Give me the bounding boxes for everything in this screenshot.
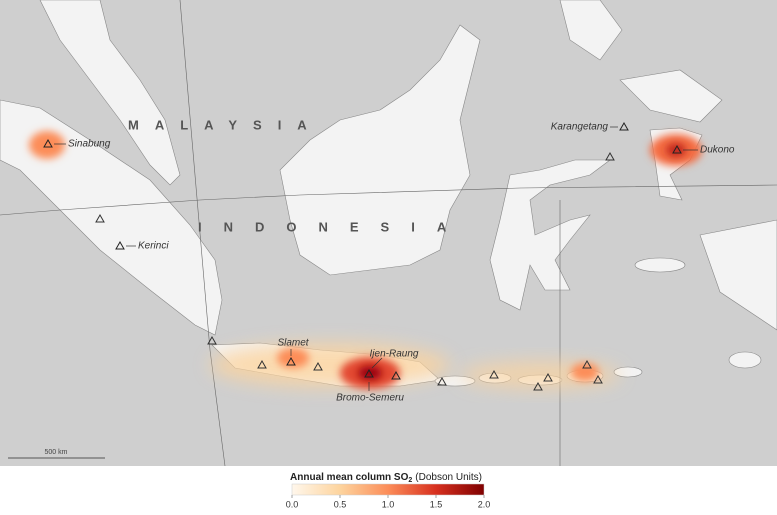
volcano-marker — [489, 369, 499, 379]
volcano-marker — [605, 151, 615, 161]
volcano-label: Karangetang — [551, 122, 609, 133]
island — [728, 351, 762, 369]
colorbar-tick-label: 2.0 — [478, 499, 491, 509]
leader-line — [371, 357, 383, 369]
so2-plumes — [29, 131, 702, 389]
volcano-marker — [533, 381, 543, 391]
volcano-marker — [391, 370, 401, 380]
volcano-marker — [95, 213, 105, 223]
colorbar — [291, 483, 485, 496]
legend-subscript: 2 — [408, 477, 412, 484]
philippines — [559, 0, 623, 61]
borders — [0, 0, 777, 467]
volcano-marker — [437, 376, 447, 386]
country-label: MALAYSIA — [128, 117, 323, 132]
legend-title: Annual mean column SO2 (Dobson Units) — [290, 472, 482, 484]
mindanao — [619, 69, 723, 123]
volcano-marker — [115, 240, 125, 250]
malay-peninsula — [39, 0, 181, 186]
colorbar-tick-label: 0.0 — [286, 499, 299, 509]
scale-label: 500 km — [45, 449, 68, 456]
colorbar-tick-label: 1.5 — [430, 499, 443, 509]
volcano-marker — [543, 372, 553, 382]
volcano-marker — [207, 335, 217, 345]
plume — [277, 348, 309, 368]
volcano-marker — [286, 356, 296, 366]
new-guinea — [699, 219, 777, 331]
sulawesi — [489, 159, 611, 311]
plume — [358, 366, 382, 380]
volcano-marker — [364, 368, 374, 378]
legend-units: (Dobson Units) — [415, 472, 482, 483]
plume — [29, 131, 65, 159]
legend-title-main: Annual mean column SO — [290, 472, 409, 483]
borneo — [279, 24, 481, 276]
volcano-marker — [619, 121, 629, 131]
volcano-marker — [43, 138, 53, 148]
border-line — [0, 184, 777, 216]
volcano-label: Bromo-Semeru — [336, 393, 404, 404]
volcano-label: Dukono — [700, 145, 735, 156]
volcano-marker — [313, 361, 323, 371]
volcano-label: Slamet — [277, 338, 309, 349]
border-line — [179, 0, 226, 467]
volcano-marker — [582, 359, 592, 369]
colorbar-tick-label: 0.5 — [334, 499, 347, 509]
island — [634, 257, 686, 273]
volcano-marker — [593, 374, 603, 384]
volcano-marker — [257, 359, 267, 369]
colorbar-tick-label: 1.0 — [382, 499, 395, 509]
volcano-label: Kerinci — [138, 241, 169, 252]
volcano-marker — [672, 144, 682, 154]
volcano-label: Ijen-Raung — [370, 349, 419, 360]
volcano-label: Sinabung — [68, 139, 111, 150]
country-label: INDONESIA — [198, 219, 468, 234]
plume — [571, 363, 599, 381]
sumatra — [0, 99, 223, 336]
unnamed-volcanoes — [95, 151, 615, 391]
